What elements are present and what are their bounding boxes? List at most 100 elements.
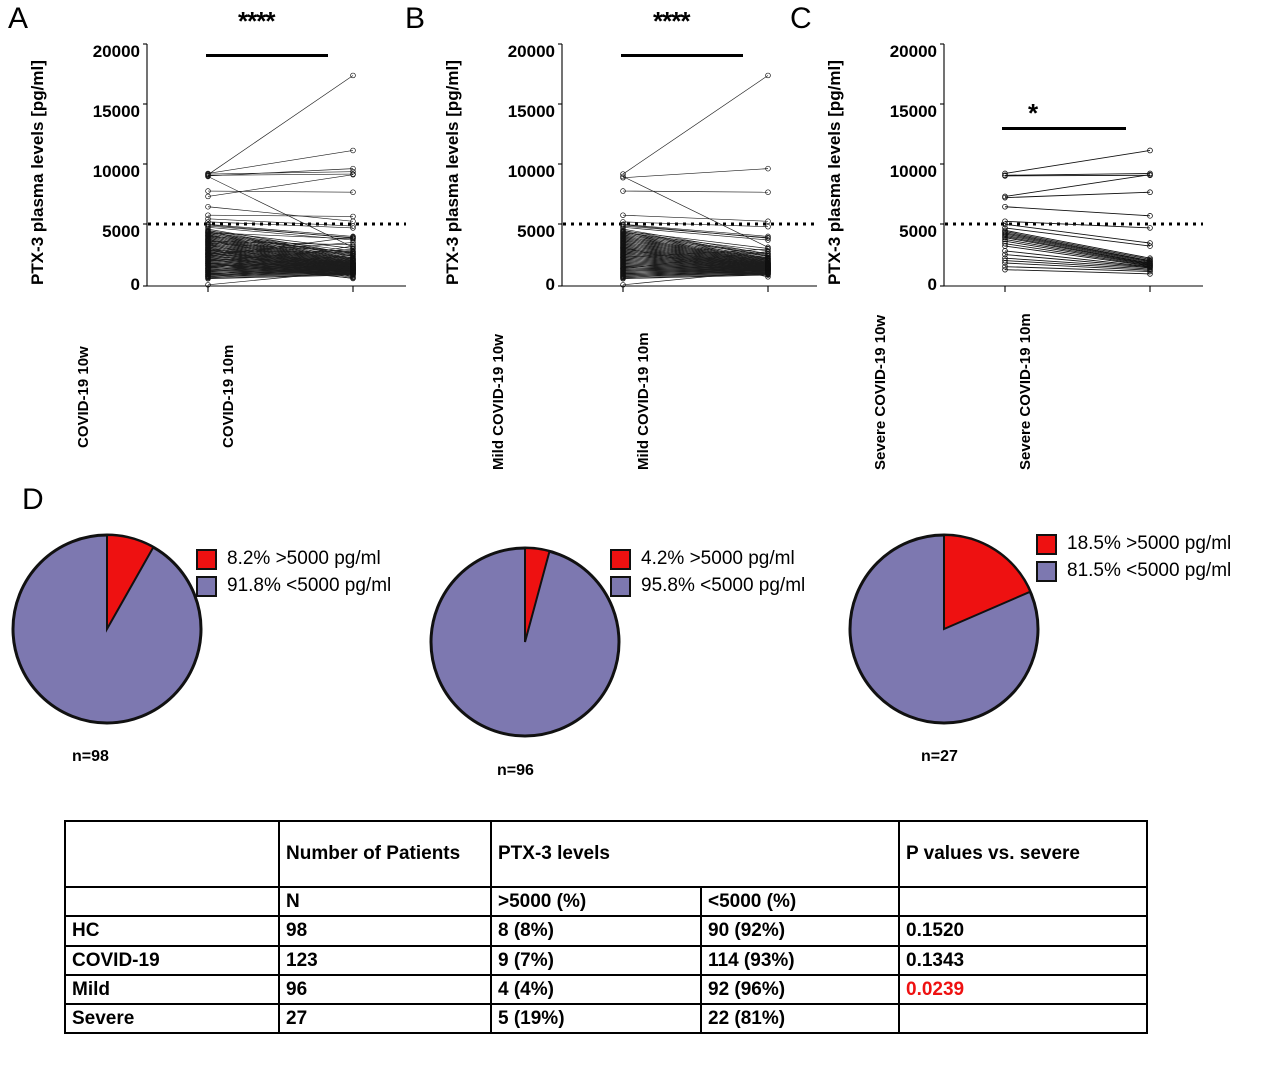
- row-n-hc: 98: [278, 915, 492, 947]
- pie-chart-severe: [848, 533, 1040, 725]
- panel-a-ytick-0: 0: [130, 275, 140, 294]
- panel-label-c: C: [790, 2, 812, 35]
- panel-b-xlabel-2: Mild COVID-19 10m: [635, 332, 652, 470]
- panel-c-ytick-0: 0: [927, 275, 937, 294]
- panel-c-y-axis-label: PTX-3 plasma levels [pg/ml]: [825, 60, 844, 285]
- panel-b-ytick-10000: 10000: [507, 162, 555, 181]
- legend-row-above: 4.2% >5000 pg/ml: [610, 548, 805, 570]
- panel-label-b: B: [405, 2, 426, 35]
- pie-hc-legend: 8.2% >5000 pg/ml 91.8% <5000 pg/ml: [196, 548, 391, 602]
- row-n-mild: 96: [278, 973, 492, 1006]
- subheader-blank-2: [898, 885, 1149, 918]
- panel-b-ytick-15000: 15000: [507, 102, 555, 121]
- panel-b-ytick-20000: 20000: [507, 42, 555, 61]
- table-row: Mild 96 4 (4%) 92 (96%) 0.0239: [64, 973, 1149, 1006]
- panel-label-d: D: [22, 483, 44, 516]
- panel-b-xlabel-1: Mild COVID-19 10w: [490, 334, 507, 470]
- table-header-row-1: Number of Patients PTX-3 levels P values…: [64, 820, 1149, 888]
- pie-hc-n-label: n=98: [72, 748, 109, 765]
- panel-c-ytick-5000: 5000: [899, 222, 937, 241]
- panel-c-ytick-10000: 10000: [889, 162, 937, 181]
- row-below-covid19: 114 (93%): [699, 944, 901, 976]
- row-p-mild: 0.0239: [898, 973, 1149, 1006]
- pie-severe-legend: 18.5% >5000 pg/ml 81.5% <5000 pg/ml: [1036, 533, 1231, 587]
- red-swatch-icon: [610, 548, 631, 570]
- panel-b-y-axis-label: PTX-3 plasma levels [pg/ml]: [443, 60, 462, 285]
- subheader-above-5000: >5000 (%): [490, 885, 702, 918]
- red-swatch-icon: [1036, 533, 1057, 555]
- pie-mild-legend: 4.2% >5000 pg/ml 95.8% <5000 pg/ml: [610, 548, 805, 602]
- row-n-severe: 27: [278, 1003, 492, 1035]
- panel-a-ytick-5000: 5000: [102, 222, 140, 241]
- row-below-severe: 22 (81%): [699, 1003, 901, 1035]
- row-group-severe: Severe: [64, 1003, 280, 1035]
- row-above-mild: 4 (4%): [490, 973, 702, 1006]
- header-ptx3-levels: PTX-3 levels: [489, 820, 901, 888]
- subheader-blank: [64, 885, 280, 918]
- pie-slice-above-5000: [524, 546, 551, 643]
- table-row: COVID-19 123 9 (7%) 114 (93%) 0.1343: [64, 944, 1149, 976]
- row-group-mild: Mild: [64, 973, 280, 1006]
- pie-chart-mild: [429, 546, 621, 738]
- legend-label-above: 4.2% >5000 pg/ml: [641, 548, 795, 569]
- panel-a-significance: ****: [238, 6, 275, 36]
- panel-c-significance-bar: [1002, 127, 1126, 130]
- panel-b-ytick-0: 0: [545, 275, 555, 294]
- panel-a-ytick-20000: 20000: [92, 42, 140, 61]
- legend-row-above: 8.2% >5000 pg/ml: [196, 548, 391, 570]
- legend-row-below: 95.8% <5000 pg/ml: [610, 575, 805, 597]
- subheader-n: N: [278, 885, 492, 918]
- pie-slice-above-5000: [106, 533, 155, 633]
- subheader-below-5000: <5000 (%): [699, 885, 901, 918]
- legend-label-above: 8.2% >5000 pg/ml: [227, 548, 381, 569]
- row-below-mild: 92 (96%): [699, 973, 901, 1006]
- panel-a-significance-bar: [206, 54, 328, 57]
- pie-slice-above-5000: [943, 533, 1032, 631]
- legend-label-above: 18.5% >5000 pg/ml: [1067, 533, 1232, 554]
- panel-c-xlabel-1: Severe COVID-19 10w: [872, 314, 889, 470]
- row-group-hc: HC: [64, 915, 280, 947]
- table-row: Severe 27 5 (19%) 22 (81%): [64, 1003, 1149, 1035]
- row-below-hc: 90 (92%): [699, 915, 901, 947]
- header-p-values: P values vs. severe: [898, 820, 1149, 888]
- panel-a-ytick-10000: 10000: [92, 162, 140, 181]
- header-number-of-patients: Number of Patients: [278, 820, 492, 888]
- panel-b-ytick-5000: 5000: [517, 222, 555, 241]
- summary-table: Number of Patients PTX-3 levels P values…: [64, 820, 1149, 1035]
- panel-c-plot: [940, 43, 1203, 292]
- panel-b-significance-bar: [621, 54, 743, 57]
- legend-label-below: 91.8% <5000 pg/ml: [227, 575, 392, 596]
- panel-a-y-axis-label: PTX-3 plasma levels [pg/ml]: [28, 60, 47, 285]
- purple-swatch-icon: [196, 575, 217, 597]
- row-p-covid19: 0.1343: [898, 944, 1149, 976]
- panel-a-plot: [143, 43, 406, 292]
- panel-c-ytick-20000: 20000: [889, 42, 937, 61]
- table-row: HC 98 8 (8%) 90 (92%) 0.1520: [64, 915, 1149, 947]
- row-p-severe: [898, 1003, 1149, 1035]
- header-blank-1: [64, 820, 280, 888]
- purple-swatch-icon: [1036, 560, 1057, 582]
- legend-label-below: 81.5% <5000 pg/ml: [1067, 560, 1232, 581]
- panel-a-xlabel-1: COVID-19 10w: [75, 346, 92, 448]
- panel-b-plot: [558, 43, 817, 292]
- panel-a-ytick-15000: 15000: [92, 102, 140, 121]
- panel-c-significance: *: [1028, 98, 1038, 128]
- purple-swatch-icon: [610, 575, 631, 597]
- legend-row-above: 18.5% >5000 pg/ml: [1036, 533, 1231, 555]
- legend-row-below: 81.5% <5000 pg/ml: [1036, 560, 1231, 582]
- legend-label-below: 95.8% <5000 pg/ml: [641, 575, 806, 596]
- panel-c-xlabel-2: Severe COVID-19 10m: [1017, 313, 1034, 470]
- row-n-covid19: 123: [278, 944, 492, 976]
- row-above-covid19: 9 (7%): [490, 944, 702, 976]
- red-swatch-icon: [196, 548, 217, 570]
- panel-b-significance: ****: [653, 6, 690, 36]
- table-header-row-2: N >5000 (%) <5000 (%): [64, 885, 1149, 918]
- row-group-covid19: COVID-19: [64, 944, 280, 976]
- row-above-hc: 8 (8%): [490, 915, 702, 947]
- legend-row-below: 91.8% <5000 pg/ml: [196, 575, 391, 597]
- row-p-hc: 0.1520: [898, 915, 1149, 947]
- pie-severe-n-label: n=27: [921, 748, 958, 765]
- row-above-severe: 5 (19%): [490, 1003, 702, 1035]
- panel-c-ytick-15000: 15000: [889, 102, 937, 121]
- pie-mild-n-label: n=96: [497, 762, 534, 779]
